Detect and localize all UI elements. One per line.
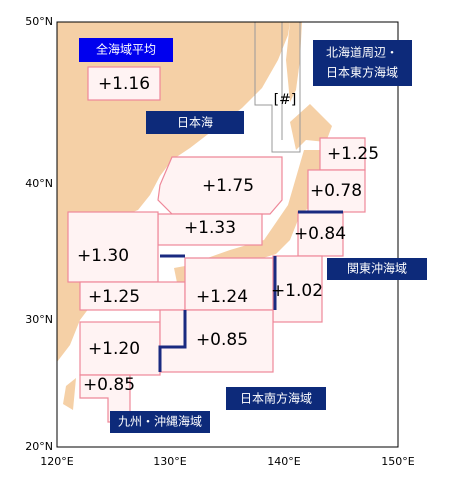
value-label: +1.25 [88, 287, 140, 307]
lon-label: 120°E [40, 455, 73, 468]
value-label: +1.16 [98, 74, 150, 94]
sector-borders [158, 210, 343, 372]
value-label: +1.02 [271, 281, 323, 301]
lat-label: 30°N [25, 313, 53, 326]
value-label: +0.84 [294, 224, 346, 244]
lon-label: 130°E [153, 455, 186, 468]
area-label: 全海域平均 [96, 42, 156, 57]
area-label: 日本東方海域 [326, 65, 398, 80]
lat-label: 20°N [25, 440, 53, 453]
area-label: 九州・沖縄海域 [118, 414, 202, 429]
value-label: +1.25 [327, 144, 379, 164]
value-label: +1.20 [88, 339, 140, 359]
value-label: +0.78 [310, 181, 362, 201]
value-label: +1.33 [184, 218, 236, 238]
regions [67, 66, 366, 423]
area-label: 日本海 [177, 115, 213, 130]
boundary [254, 22, 301, 153]
lon-label: 150°E [381, 455, 414, 468]
frame [56, 21, 399, 448]
lat-label: 40°N [25, 177, 53, 190]
marker: [#] [274, 92, 297, 108]
area-label: 関東沖海域 [347, 261, 407, 276]
value-label: +0.85 [196, 330, 248, 350]
area-label: 北海道周辺・ [326, 45, 398, 60]
value-label: +1.75 [202, 176, 254, 196]
lat-label: 50°N [25, 15, 53, 28]
value-label: +1.30 [77, 246, 129, 266]
area-label: 日本南方海域 [240, 391, 312, 406]
value-label: +0.85 [83, 375, 135, 395]
value-label: +1.24 [196, 287, 248, 307]
lon-label: 140°E [267, 455, 300, 468]
